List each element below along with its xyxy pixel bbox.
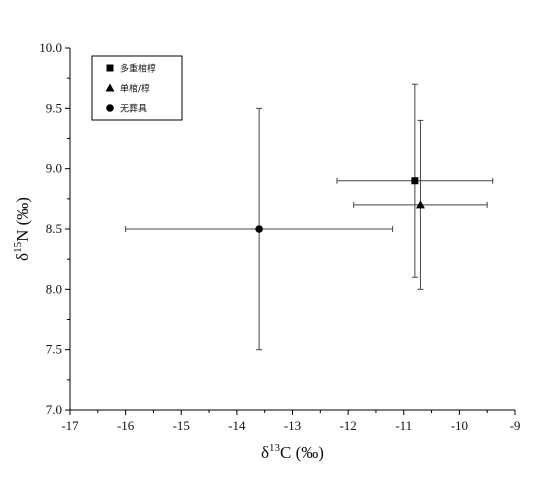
- x-tick-label: -13: [284, 418, 301, 433]
- y-tick-label: 7.0: [46, 402, 62, 417]
- legend-label: 多重棺椁: [120, 63, 156, 75]
- x-tick-label: -17: [61, 418, 79, 433]
- legend-marker-triangle: [105, 83, 115, 92]
- x-tick-label: -14: [228, 418, 246, 433]
- x-tick-label: -9: [510, 418, 521, 433]
- x-tick-label: -10: [451, 418, 468, 433]
- data-point-triangle: [415, 200, 425, 209]
- y-axis-title: δ15N (‰): [12, 197, 32, 261]
- x-tick-label: -11: [395, 418, 412, 433]
- x-tick-label: -15: [173, 418, 190, 433]
- y-tick-label: 9.5: [46, 100, 62, 115]
- y-tick-label: 8.0: [46, 281, 62, 296]
- legend-label: 单棺/椁: [120, 83, 150, 95]
- data-point-circle: [255, 225, 263, 233]
- legend-marker-square: [106, 64, 114, 72]
- legend-marker-circle: [106, 104, 114, 112]
- y-tick-label: 10.0: [39, 40, 62, 55]
- x-axis-title: δ13C (‰): [261, 442, 324, 462]
- data-point-square: [411, 177, 419, 185]
- legend-label: 无葬具: [120, 103, 147, 115]
- y-tick-label: 7.5: [46, 342, 62, 357]
- y-tick-label: 9.0: [46, 161, 62, 176]
- x-tick-label: -12: [339, 418, 356, 433]
- x-tick-label: -16: [117, 418, 135, 433]
- y-tick-label: 8.5: [46, 221, 62, 236]
